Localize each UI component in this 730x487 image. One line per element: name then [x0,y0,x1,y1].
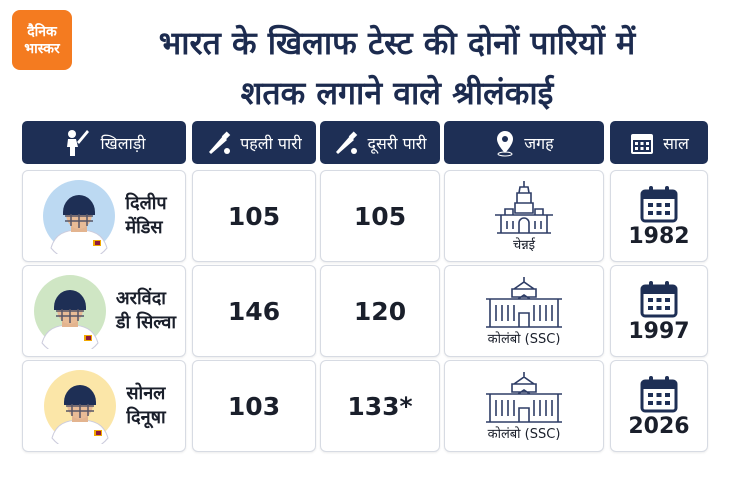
table-cell: 120 [320,265,440,357]
header-icon [63,128,93,158]
player-name-line: अरविंदा [115,288,166,309]
table-cell: सोनल दिनूषा [22,360,186,452]
player-name: सोनल दिनूषा [126,382,165,430]
player-name: अरविंदा डी सिल्वा [116,287,176,335]
venue-name: चेन्नई [512,238,536,253]
table-cell: 103 [192,360,316,452]
title: भारत के खिलाफ टेस्ट की दोनों पारियों में… [82,18,712,118]
column-header: पहली पारी [192,121,316,164]
column-header: जगह [444,121,604,164]
column-header-text: साल [663,133,689,153]
first-innings: 146 [227,296,281,326]
table-cell: 133* [320,360,440,452]
year: 1982 [628,223,690,249]
second-innings: 133* [347,391,413,421]
table-cell: कोलंबो (SSC) [444,360,604,452]
table-cell: 2026 [610,360,708,452]
venue-icon [491,179,557,235]
logo-text: भास्कर [24,41,60,57]
player-avatar [32,273,108,349]
calendar-icon [639,279,679,319]
player-name-line: मेंडिस [125,217,163,238]
player-name-line: सोनल [126,383,166,404]
title-line: शतक लगाने वाले श्रीलंकाई [240,74,554,112]
venue-icon [482,275,566,329]
player-avatar [41,178,117,254]
player-avatar [42,368,118,444]
calendar-icon [639,184,679,224]
header-icon [629,130,655,156]
player-name-line: डी सिल्वा [115,312,177,333]
header-icon [494,129,516,157]
year: 1997 [628,318,690,344]
player-name: दिलीप मेंडिस [125,192,166,240]
player-name-line: दिलीप [125,193,167,214]
table-cell: अरविंदा डी सिल्वा [22,265,186,357]
table-cell: चेन्नई [444,170,604,262]
table-cell: 1997 [610,265,708,357]
second-innings: 120 [353,296,407,326]
table-cell: 146 [192,265,316,357]
column-header-text: पहली पारी [240,133,302,153]
second-innings: 105 [353,201,407,231]
calendar-icon [639,374,679,414]
column-header: साल [610,121,708,164]
logo: दैनिक भास्कर [12,10,72,70]
column-header-text: जगह [524,133,554,153]
table-cell: दिलीप मेंडिस [22,170,186,262]
header-icon [333,130,359,156]
first-innings: 103 [227,391,281,421]
table-cell: 105 [192,170,316,262]
header-icon [206,130,232,156]
year: 2026 [628,413,690,439]
column-header: खिलाड़ी [22,121,186,164]
column-header: दूसरी पारी [320,121,440,164]
table-cell: कोलंबो (SSC) [444,265,604,357]
first-innings: 105 [227,201,281,231]
venue-icon [482,370,566,424]
title-line: भारत के खिलाफ टेस्ट की दोनों पारियों में [158,24,636,62]
logo-text: दैनिक [27,24,57,40]
table-cell: 1982 [610,170,708,262]
column-header-text: खिलाड़ी [100,133,146,153]
venue-name: कोलंबो (SSC) [487,332,561,347]
venue-name: कोलंबो (SSC) [487,427,561,442]
table-cell: 105 [320,170,440,262]
column-header-text: दूसरी पारी [367,133,427,153]
player-name-line: दिनूषा [126,407,166,428]
